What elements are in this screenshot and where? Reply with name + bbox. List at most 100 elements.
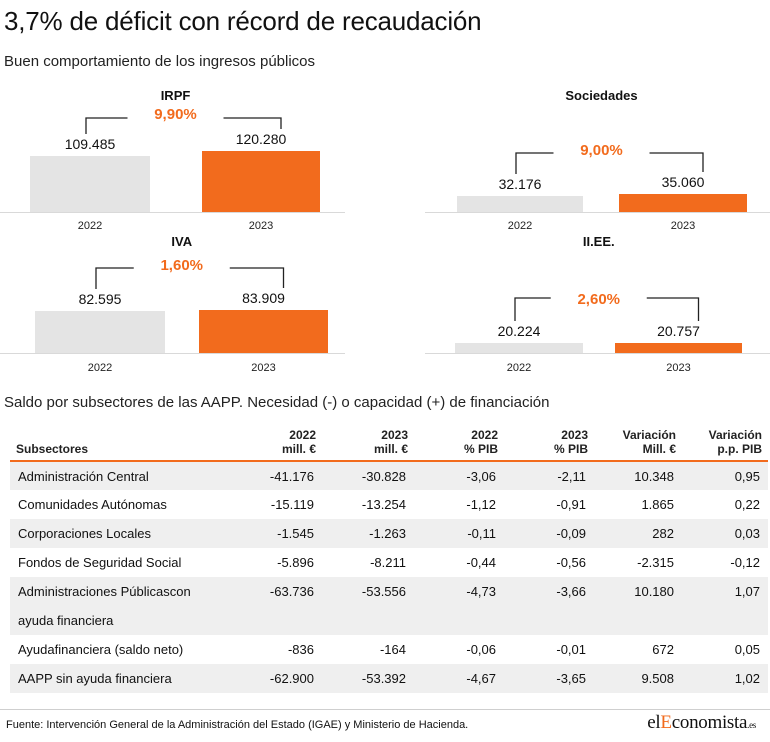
- chart-panel-2: IVA 1,60% 82.595 2022 83.909 2023: [0, 228, 345, 378]
- row-name-line1: Fondos de Seguridad Social: [18, 555, 182, 570]
- table-row: Corporaciones Locales -1.545 -1.263 -0,11 -0…: [10, 519, 768, 548]
- row-name-line1: Administraciones Públicascon: [18, 584, 191, 599]
- header-line1: 2023: [381, 428, 408, 442]
- row-name-line1: Comunidades Autónomas: [18, 497, 167, 512]
- value-label-2023: 35.060: [661, 174, 705, 190]
- bar-2023: [615, 343, 742, 353]
- page-title: 3,7% de déficit con récord de recaudació…: [4, 6, 482, 36]
- cell-p2022: -3,06: [414, 461, 504, 490]
- cell-var_pp: -0,12: [730, 555, 760, 570]
- header-line2: mill. €: [281, 442, 316, 456]
- row-name: Administraciones Públicascon ayuda financ…: [10, 577, 236, 635]
- header-line1: 2023: [561, 428, 588, 442]
- chart-svg: [0, 117, 345, 213]
- value-label-2022: 109.485: [64, 136, 116, 152]
- row-name: Fondos de Seguridad Social: [10, 548, 236, 577]
- bracket-right: [223, 117, 282, 129]
- year-label-2023: 2023: [251, 362, 276, 374]
- bracket-left: [85, 117, 128, 134]
- cell-p2023: -3,65: [504, 664, 594, 693]
- cell-var_mill: 1.865: [641, 497, 674, 512]
- bar-2022: [457, 196, 583, 212]
- header-2023-mill: 2023 mill. €: [322, 428, 414, 462]
- cell-var_pp: 1,07: [682, 577, 768, 635]
- cell-p2022: -0,44: [466, 555, 496, 570]
- publisher-logo: elEconomista.es: [647, 712, 756, 734]
- logo-text: conomista: [671, 712, 748, 733]
- row-name-line1: Corporaciones Locales: [18, 526, 151, 541]
- header-line2: Mill. €: [642, 442, 676, 456]
- bracket-right: [649, 152, 704, 172]
- header-line1: 2022: [289, 428, 316, 442]
- chart-panel-0: IRPF 9,90% 109.485 2022 120.280 2023: [0, 80, 345, 232]
- chart-title: Sociedades: [565, 88, 638, 103]
- cell-v2022: -63.736: [236, 577, 322, 635]
- cell-var_mill: 672: [652, 642, 674, 657]
- bar-2022: [455, 343, 583, 353]
- cell-v2022: -41.176: [236, 461, 322, 490]
- year-label-2023: 2023: [666, 362, 691, 374]
- table-row: Comunidades Autónomas -15.119 -13.254 -1,12…: [10, 490, 768, 519]
- table-row: Administración Central -41.176 -30.828 -3,0…: [10, 461, 768, 490]
- subsectors-table: Subsectores 2022 mill. € 2023 mill. € 2022…: [10, 428, 768, 693]
- bracket-left: [95, 267, 134, 289]
- cell-var_pp: 0,22: [734, 497, 760, 512]
- table-body: Administración Central -41.176 -30.828 -3,0…: [10, 461, 768, 693]
- cell-v2023: -1.263: [322, 519, 414, 548]
- bar-2022: [35, 311, 165, 353]
- cell-p2022: -0,11: [414, 519, 504, 548]
- table-row: Ayudafinanciera (saldo neto) -836 -164 -0,0…: [10, 635, 768, 664]
- change-label: 1,60%: [160, 257, 204, 274]
- header-line2: mill. €: [373, 442, 408, 456]
- header-2022-pib: 2022% PIB: [414, 428, 504, 462]
- chart-svg: [425, 297, 770, 354]
- chart-svg: [425, 152, 770, 213]
- header-2023-pib: 2023% PIB: [504, 428, 594, 462]
- value-label-2022: 20.224: [497, 323, 541, 339]
- cell-v2023: -8.211: [370, 555, 406, 570]
- table-row: Fondos de Seguridad Social -5.896 -8.211 -0…: [10, 548, 768, 577]
- value-label-2023: 120.280: [235, 131, 287, 147]
- logo-text: el: [647, 712, 661, 733]
- row-name: Ayudafinanciera (saldo neto): [10, 635, 236, 664]
- year-label-2022: 2022: [506, 362, 532, 374]
- year-label-2023: 2023: [670, 220, 696, 232]
- header-2022-mill: 2022 mill. €: [236, 428, 322, 462]
- row-name-line1: AAPP sin ayuda financiera: [18, 671, 172, 686]
- row-name: AAPP sin ayuda financiera: [10, 664, 236, 693]
- table-header-row: Subsectores 2022 mill. € 2023 mill. € 2022…: [10, 428, 768, 462]
- chart-svg: [0, 267, 345, 354]
- cell-p2023: -2,11: [504, 461, 594, 490]
- cell-var_pp: 0,95: [682, 461, 768, 490]
- year-label-2022: 2022: [77, 220, 103, 232]
- row-name-line2: ayuda financiera: [18, 613, 114, 628]
- bracket-right: [646, 297, 700, 321]
- cell-v2022: -62.900: [236, 664, 322, 693]
- cell-p2023: -0,09: [504, 519, 594, 548]
- cell-p2023: -0,01: [556, 642, 586, 657]
- header-line1: Subsectores: [16, 442, 89, 456]
- value-label-2023: 20.757: [657, 323, 700, 339]
- bracket-left: [514, 297, 551, 321]
- header-subsectores: Subsectores: [10, 428, 236, 462]
- cell-p2023: -3,66: [504, 577, 594, 635]
- cell-p2022: -4,73: [414, 577, 504, 635]
- cell-p2022: -4,67: [414, 664, 504, 693]
- row-name: Administración Central: [10, 461, 236, 490]
- cell-v2022: -1.545: [236, 519, 322, 548]
- header-line2: p.p. PIB: [717, 442, 762, 456]
- cell-v2022: -5.896: [277, 555, 314, 570]
- row-name-line1: Ayudafinanciera (saldo neto): [18, 642, 184, 657]
- value-label-2023: 83.909: [242, 290, 285, 306]
- cell-v2023: -30.828: [322, 461, 414, 490]
- header-line1: Variación: [708, 428, 762, 442]
- cell-v2023: -164: [379, 642, 406, 657]
- cell-var_pp: 1,02: [682, 664, 768, 693]
- table-row: AAPP sin ayuda financiera -62.900 -53.392-…: [10, 664, 768, 693]
- header-line2: % PIB: [553, 442, 588, 456]
- cell-var_pp: 0,03: [682, 519, 768, 548]
- cell-var_mill: -2.315: [637, 555, 674, 570]
- chart-panel-1: Sociedades 9,00% 32.176 2022 35.060 2023: [425, 80, 770, 232]
- change-label: 2,60%: [577, 291, 621, 308]
- bracket-left: [515, 152, 554, 174]
